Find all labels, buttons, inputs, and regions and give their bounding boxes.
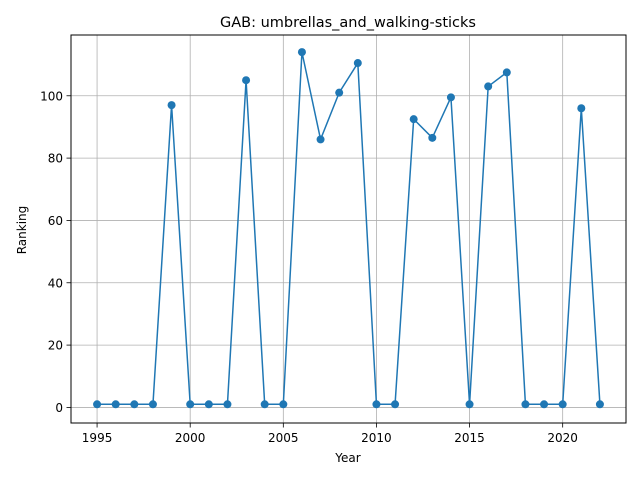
axis-ticks: 1995 2000 2005 2010 2015 2020 0 20 40 60 80 100 xyxy=(40,89,578,445)
data-point xyxy=(372,400,381,409)
data-point xyxy=(446,93,455,102)
grid-lines xyxy=(71,35,626,423)
data-point xyxy=(335,88,344,97)
plot-area-frame xyxy=(70,34,627,424)
x-tick-label: 2005 xyxy=(268,431,299,445)
data-point xyxy=(242,76,251,85)
y-tick-label: 20 xyxy=(48,339,63,353)
data-point xyxy=(297,48,306,57)
data-point xyxy=(521,400,530,409)
x-tick-label: 2000 xyxy=(175,431,206,445)
data-point xyxy=(577,104,586,113)
y-axis-label: Ranking xyxy=(15,206,29,255)
data-point xyxy=(465,400,474,409)
y-tick-label: 60 xyxy=(48,214,63,228)
data-point xyxy=(167,101,176,110)
series-line xyxy=(97,51,601,406)
data-point xyxy=(111,400,120,409)
data-point xyxy=(484,82,493,91)
y-tick-label: 100 xyxy=(40,89,63,103)
x-tick-label: 2015 xyxy=(454,431,485,445)
data-point xyxy=(223,400,232,409)
x-axis-label: Year xyxy=(334,451,360,465)
y-tick-label: 80 xyxy=(48,152,63,166)
data-point xyxy=(148,400,157,409)
data-point xyxy=(130,400,139,409)
data-point xyxy=(428,133,437,142)
data-point xyxy=(93,400,102,409)
chart-title: GAB: umbrellas_and_walking-sticks xyxy=(220,15,476,31)
x-tick-label: 1995 xyxy=(82,431,113,445)
data-point xyxy=(558,400,567,409)
data-point xyxy=(540,400,549,409)
data-series xyxy=(93,48,604,409)
data-point xyxy=(391,400,400,409)
data-point xyxy=(409,115,418,124)
y-tick-label: 40 xyxy=(48,276,63,290)
data-point xyxy=(260,400,269,409)
data-point xyxy=(279,400,288,409)
data-point xyxy=(502,68,511,77)
data-point xyxy=(595,400,604,409)
x-tick-label: 2020 xyxy=(547,431,578,445)
data-point xyxy=(186,400,195,409)
y-tick-label: 0 xyxy=(55,401,63,415)
data-point xyxy=(204,400,213,409)
data-point xyxy=(353,59,362,68)
x-tick-label: 2010 xyxy=(361,431,392,445)
data-point xyxy=(316,135,325,144)
